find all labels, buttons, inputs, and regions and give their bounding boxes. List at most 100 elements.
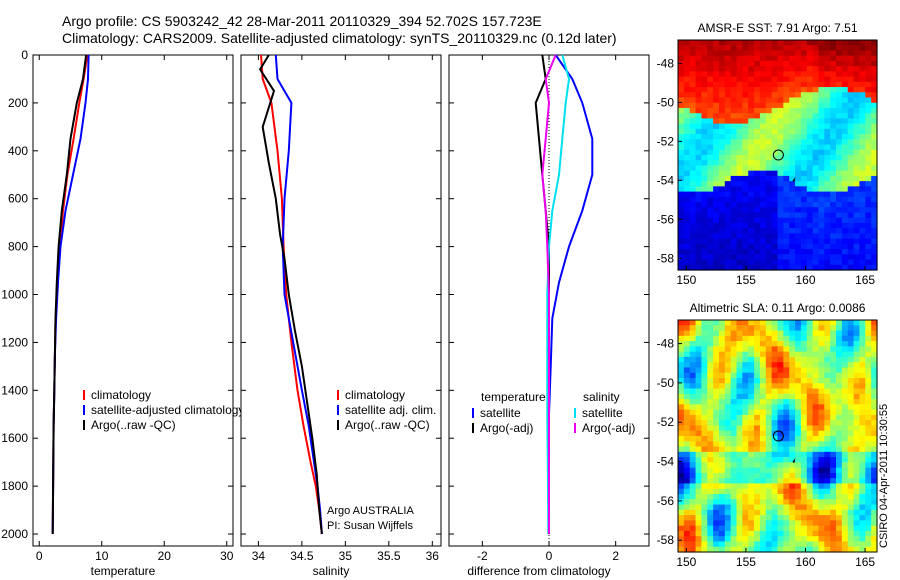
sla_map-cell [742,430,749,437]
sst_map-cell [806,81,814,88]
sst_map-cell [718,40,726,46]
sst_map-cell [771,233,779,240]
sla_map-cell [871,520,878,527]
sla_map-cell [754,325,761,332]
sla_map-cell [806,383,814,390]
sla_map-cell [771,478,779,485]
sst_map-cell [724,264,732,271]
sla_map-cell [841,499,849,506]
sst_map-cell [701,238,708,245]
sst_map-cell [783,175,790,182]
sla_map-cell [724,520,732,527]
sla_map-cell [742,462,749,469]
sla_map-cell [736,409,743,416]
sla_map-cell [830,393,837,400]
sla_map-cell [718,525,726,532]
sst_map-cell [718,55,726,62]
sla_map-cell [853,388,861,395]
sst_map-cell [841,144,849,151]
sst_map-cell [707,243,714,250]
sla_map-cell [812,351,820,358]
sst_map-cell [824,170,831,177]
sla_map-cell [871,483,878,490]
sst_map-cell [853,139,861,146]
sst_map-cell [771,113,779,120]
sst_map-cell [771,254,779,261]
sla_map-cell [718,462,726,469]
sst_map-cell [759,222,767,229]
sst_map-cell [713,238,720,245]
sst_map-cell [771,134,779,140]
sla_map-cell [707,367,714,374]
sla_map-cell [800,478,808,485]
sst_map-cell [830,113,837,120]
sla_map-cell [847,515,855,521]
sst_map-cell [841,155,849,161]
sla_map-cell [754,346,761,353]
sst_map-cell [713,113,720,120]
sst_map-cell [830,181,837,187]
sst_map-cell [830,254,837,261]
sst_map-cell [748,249,755,255]
sst_map-cell [800,181,808,187]
sla_map-cell [836,530,843,537]
sla_map-cell [742,393,749,400]
sla_map-cell [701,425,708,432]
sla_map-cell [830,430,837,437]
sla_map-cell [683,436,691,442]
sst_map-cell [812,87,820,93]
sst_map-cell [765,71,773,78]
sst_map-cell [824,107,831,114]
sla_map-cell [800,536,808,543]
sla_map-cell [683,378,691,384]
sla_map-cell [871,488,878,495]
sst_map-cell [795,233,802,240]
sla_map-cell [748,362,755,369]
sla_map-xtick-label: 165 [855,555,875,569]
sla_map-cell [724,488,732,495]
sla_map-cell [695,462,703,469]
sst_map-cell [730,40,738,46]
sla_map-cell [695,467,703,474]
sla_map-cell [730,367,738,374]
sst_map-cell [859,113,866,120]
sst_map-cell [718,144,726,151]
sla_map-cell [742,520,749,527]
sst_map-cell [777,222,784,229]
sla_map-cell [800,451,808,458]
sst_map-cell [865,196,872,203]
sla_map-cell [754,378,761,384]
sst_map-cell [771,76,779,83]
sla_map-cell [736,351,743,358]
sst_map-cell [730,181,738,187]
sst_map-cell [777,55,784,62]
sla_map-cell [701,441,708,448]
sst_map-cell [689,134,697,140]
sla_map-cell [713,462,720,469]
sst_map-cell [871,139,878,146]
sst_map-cell [795,149,802,156]
difference-xtick-label: -2 [477,549,488,563]
sst_map-cell [777,102,784,109]
sst_map-cell [783,259,790,266]
sla_map-cell [865,546,872,553]
sst_map-cell [730,149,738,156]
sla_map-cell [765,409,773,416]
sla_map-cell [748,346,755,353]
sla_map-cell [689,409,697,416]
sst_map-cell [695,102,703,109]
sla_map-cell [701,388,708,395]
sst_map-cell [736,243,743,250]
sla_map-cell [830,536,837,543]
sst_map-cell [865,139,872,146]
sla_map-cell [800,420,808,427]
sst_map-cell [800,123,808,130]
sla_map-cell [765,356,773,363]
sst_map-cell [736,76,743,83]
sla_map-cell [678,393,685,400]
sla_map-cell [718,520,726,527]
sla_map-cell [754,520,761,527]
sla_map-cell [789,478,796,485]
sla_map-cell [695,472,703,479]
sst_map-cell [754,144,761,151]
